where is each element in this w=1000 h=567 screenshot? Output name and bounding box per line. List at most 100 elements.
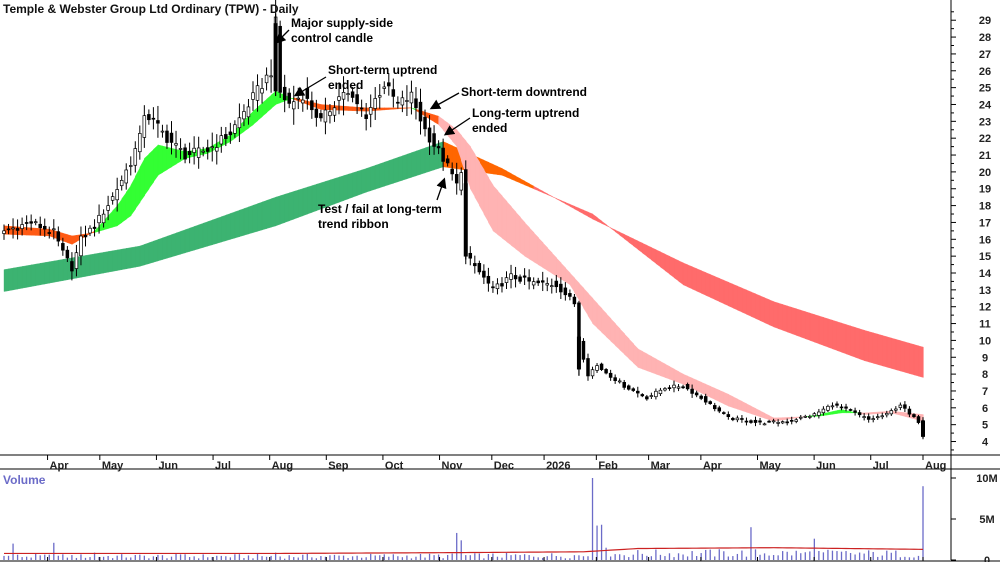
- candle-body: [786, 422, 789, 423]
- candle-body: [827, 406, 830, 410]
- x-tick-label: Jun: [158, 460, 178, 472]
- candle-body: [478, 263, 481, 272]
- candle-body: [741, 418, 744, 419]
- candle-body: [623, 382, 626, 387]
- candle-body: [306, 88, 309, 98]
- candle-body: [840, 407, 843, 408]
- price-tick-label: 29: [979, 15, 991, 27]
- candle-body: [790, 420, 793, 421]
- candle-body: [329, 112, 332, 116]
- long-term-ribbon-segment: [212, 218, 217, 244]
- long-term-ribbon-segment: [99, 252, 104, 274]
- long-term-ribbon-segment: [122, 248, 127, 269]
- candle-body: [57, 232, 60, 241]
- candle-body: [528, 278, 531, 282]
- annot-st-uptrend-line: Short-term uptrend: [328, 63, 437, 77]
- candle-body: [519, 277, 522, 281]
- candle-body: [292, 102, 295, 109]
- candle-body: [175, 144, 178, 146]
- long-term-ribbon-segment: [805, 312, 810, 341]
- candle-body: [854, 411, 857, 413]
- candle-body: [582, 341, 585, 359]
- candle-body: [111, 197, 114, 201]
- candle-body: [718, 408, 721, 411]
- candle-body: [143, 116, 146, 138]
- long-term-ribbon-segment: [882, 335, 887, 367]
- long-term-ribbon-segment: [167, 235, 172, 259]
- long-term-ribbon-segment: [162, 236, 167, 259]
- short-term-ribbon-segment: [525, 222, 530, 259]
- candle-body: [233, 125, 236, 134]
- candle-body: [197, 148, 200, 158]
- candle-body: [202, 151, 205, 152]
- candle-body: [645, 397, 648, 399]
- long-term-ribbon-segment: [217, 217, 222, 244]
- short-term-ribbon-segment: [642, 351, 647, 370]
- long-term-ribbon-segment: [389, 159, 394, 185]
- volume-title: Volume: [3, 473, 46, 487]
- candle-body: [52, 229, 55, 230]
- long-term-ribbon-segment: [416, 149, 421, 175]
- candle-body: [709, 402, 712, 404]
- price-tick-label: 16: [979, 234, 991, 246]
- long-term-ribbon-segment: [344, 174, 349, 200]
- long-term-ribbon-segment: [58, 259, 63, 281]
- long-term-ribbon-segment: [819, 316, 824, 345]
- volume-tick-label: 10M: [976, 473, 997, 485]
- last-candle: [921, 421, 924, 436]
- candle-body: [410, 92, 413, 103]
- long-term-ribbon-segment: [22, 266, 27, 288]
- x-tick-label: Dec: [494, 460, 514, 472]
- candle-body: [546, 284, 549, 285]
- long-term-ribbon-segment: [244, 207, 249, 235]
- candle-body: [157, 121, 160, 124]
- long-term-ribbon-segment: [746, 290, 751, 316]
- candle-body: [170, 133, 173, 142]
- candle-body: [759, 421, 762, 422]
- volume-tick-label: 5M: [979, 514, 994, 526]
- candle-body: [188, 151, 191, 154]
- candle-body: [885, 413, 888, 415]
- long-term-ribbon-segment: [832, 320, 837, 350]
- short-term-ribbon-segment: [475, 154, 480, 205]
- candle-body: [129, 165, 132, 166]
- candle-body: [179, 148, 182, 149]
- price-tick-label: 27: [979, 49, 991, 61]
- long-term-ribbon-segment: [248, 205, 253, 234]
- x-tick-label: Apr: [50, 460, 70, 472]
- long-term-ribbon-segment: [900, 341, 905, 373]
- candle-body: [34, 222, 37, 223]
- short-term-ribbon-segment: [651, 356, 656, 374]
- short-term-ribbon-segment: [380, 108, 385, 110]
- short-term-ribbon-segment: [597, 303, 602, 332]
- long-term-ribbon-segment: [765, 298, 770, 325]
- candle-body: [605, 369, 608, 373]
- candle-body: [369, 107, 372, 114]
- candle-body: [555, 281, 558, 287]
- long-term-ribbon-segment: [158, 238, 163, 261]
- candle-body: [48, 233, 51, 234]
- candle-body: [849, 409, 852, 410]
- long-term-ribbon-segment: [692, 267, 697, 291]
- candle-body: [428, 128, 431, 142]
- long-term-ribbon-segment: [181, 230, 186, 254]
- price-tick-label: 26: [979, 66, 991, 78]
- long-term-ribbon-segment: [724, 280, 729, 306]
- candle-body: [808, 416, 811, 417]
- short-term-ribbon-segment: [507, 201, 512, 245]
- long-term-ribbon-segment: [312, 184, 317, 212]
- long-term-ribbon-segment: [402, 154, 407, 180]
- candle-body: [682, 387, 685, 388]
- candle-body: [460, 173, 463, 190]
- long-term-ribbon-segment: [36, 263, 41, 285]
- long-term-ribbon-segment: [149, 241, 154, 263]
- x-tick-label: Sep: [328, 460, 348, 472]
- candle-body: [351, 92, 354, 98]
- candle-body: [636, 391, 639, 393]
- candle-body: [220, 136, 223, 144]
- short-term-ribbon-segment: [516, 212, 521, 253]
- long-term-ribbon-segment: [851, 326, 856, 357]
- price-tick-label: 18: [979, 201, 991, 213]
- candle-body: [704, 396, 707, 402]
- long-term-ribbon-segment: [688, 265, 693, 289]
